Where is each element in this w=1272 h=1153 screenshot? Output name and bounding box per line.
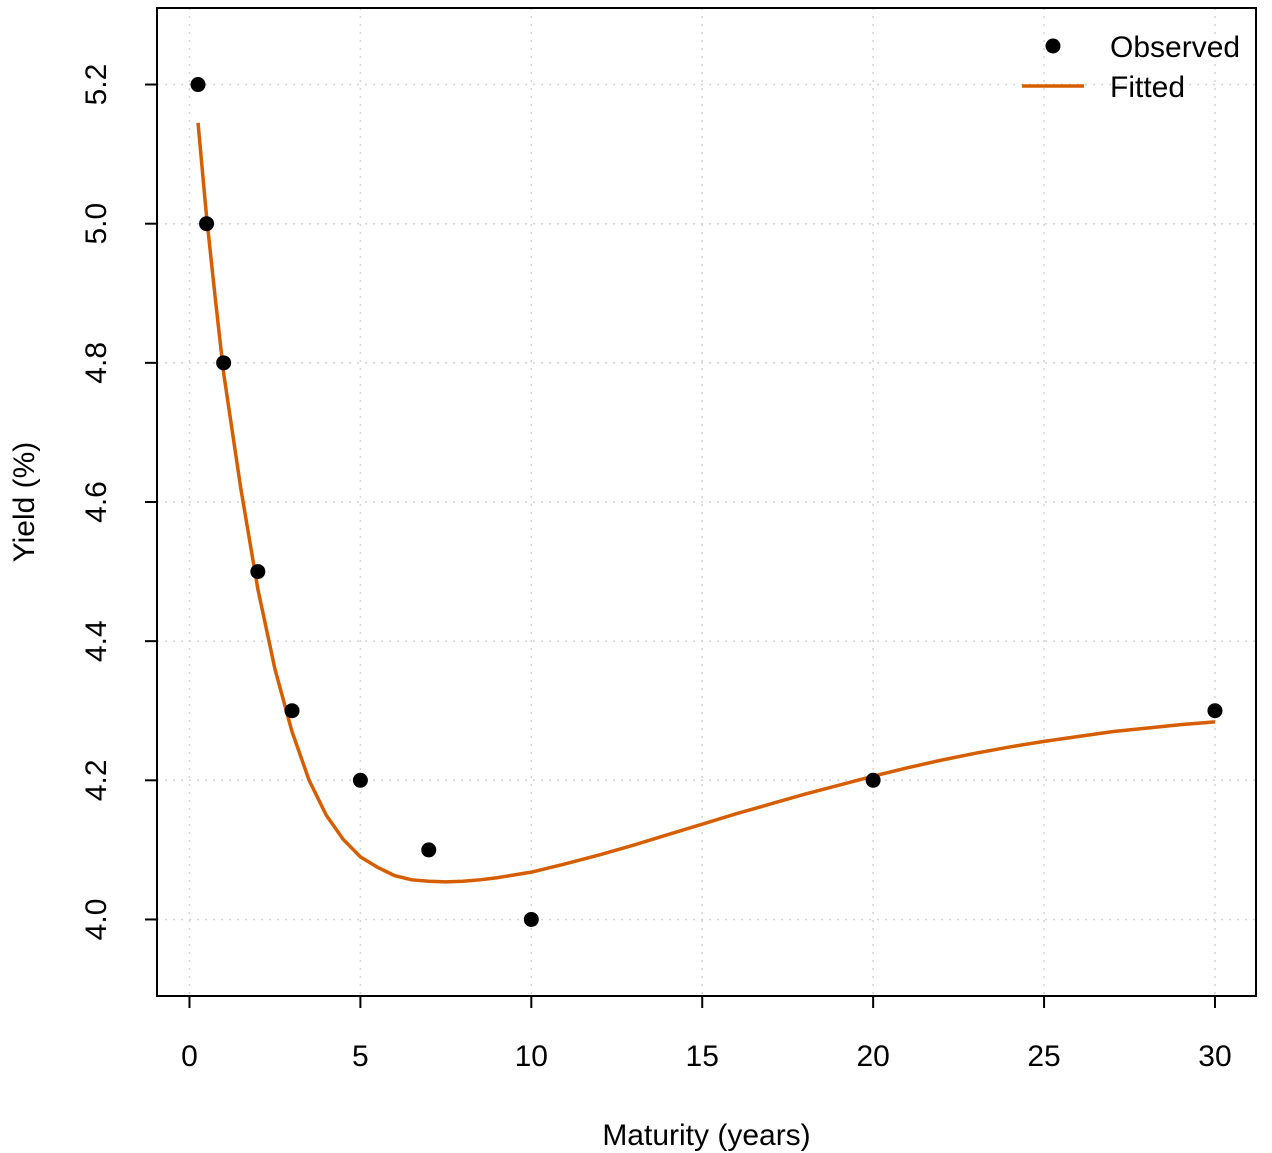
- observed-point-5: [352, 772, 368, 788]
- observed-point-8: [865, 772, 881, 788]
- grid-lines: [157, 8, 1256, 996]
- observed-point-6: [421, 842, 437, 858]
- y-axis-title: Yield (%): [8, 442, 41, 563]
- observed-point-1: [199, 216, 215, 232]
- y-tick-label-5: 5.0: [80, 203, 113, 245]
- y-tick-label-4: 4.8: [80, 342, 113, 384]
- observed-point-7: [523, 911, 539, 927]
- y-tick-label-3: 4.6: [80, 481, 113, 523]
- y-tick-label-6: 5.2: [80, 64, 113, 106]
- y-axis: 4.0 4.2 4.4 4.6 4.8 5.0 5.2: [80, 64, 158, 941]
- observed-point-9: [1207, 703, 1223, 719]
- y-tick-label-1: 4.2: [80, 759, 113, 801]
- x-tick-label-5: 25: [1027, 1040, 1060, 1073]
- y-tick-label-0: 4.0: [80, 899, 113, 941]
- legend: Observed Fitted: [1022, 31, 1240, 104]
- y-tick-label-2: 4.4: [80, 620, 113, 662]
- x-tick-label-0: 0: [181, 1040, 198, 1073]
- x-axis-title: Maturity (years): [602, 1119, 810, 1152]
- observed-point-3: [250, 564, 266, 580]
- legend-fitted-label: Fitted: [1110, 71, 1185, 104]
- x-tick-label-6: 30: [1198, 1040, 1231, 1073]
- observed-point-4: [284, 703, 300, 719]
- observed-points-layer: [190, 77, 1223, 927]
- x-tick-label-4: 20: [856, 1040, 889, 1073]
- plot-frame: [156, 7, 1257, 997]
- legend-observed-marker: [1045, 38, 1061, 54]
- x-axis: 0 5 10 15 20 25 30: [181, 995, 1232, 1073]
- legend-observed-label: Observed: [1110, 31, 1240, 64]
- observed-point-0: [190, 77, 206, 93]
- observed-point-2: [216, 355, 232, 371]
- x-tick-label-3: 15: [686, 1040, 719, 1073]
- x-tick-label-1: 5: [352, 1040, 369, 1073]
- x-tick-label-2: 10: [515, 1040, 548, 1073]
